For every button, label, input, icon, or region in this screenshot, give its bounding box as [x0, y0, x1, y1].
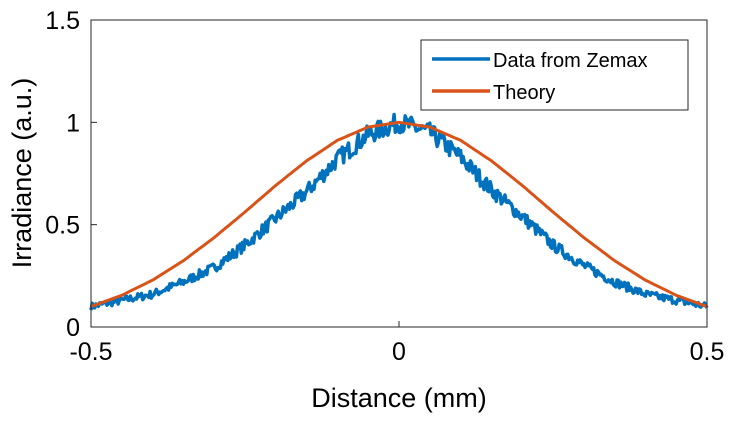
y-tick-label: 0.5: [45, 212, 80, 240]
x-tick-label: -0.5: [69, 338, 112, 366]
x-tick-label: 0.5: [690, 338, 725, 366]
legend-label-theory: Theory: [493, 82, 555, 104]
series-line-data-from-zemax: [89, 112, 709, 311]
tick-layer: -0.5 0 0.500.511.5: [45, 7, 724, 366]
legend: Data from Zemax Theory: [420, 39, 689, 111]
series-line-theory: [90, 120, 708, 308]
x-axis-label: Distance (mm): [311, 383, 487, 413]
series-layer: [89, 112, 709, 311]
y-axis-label: Irradiance (a.u.): [7, 78, 37, 269]
y-tick-label: 1: [66, 109, 80, 137]
y-tick-label: 0: [66, 314, 80, 342]
y-tick-label: 1.5: [45, 7, 80, 35]
legend-label-data: Data from Zemax: [493, 50, 647, 72]
legend-box: [420, 39, 689, 111]
x-tick-label: 0: [392, 338, 406, 366]
